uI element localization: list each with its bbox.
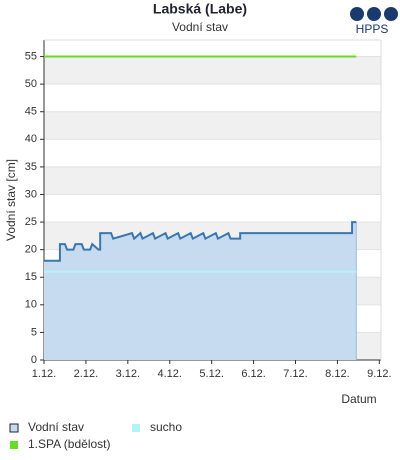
y-tick-label: 20 [25,244,37,256]
logo-text: HPPS [356,22,389,36]
x-tick-label: 6.12. [241,368,265,380]
y-tick-label: 30 [25,188,37,200]
y-tick-label: 40 [25,133,37,145]
y-tick-label: 5 [31,326,37,338]
x-axis-label: Datum [341,392,376,406]
y-tick-label: 55 [25,50,37,62]
grid-band [44,111,381,140]
y-tick-label: 10 [25,299,37,311]
y-tick-label: 35 [25,161,37,173]
area [44,222,357,360]
legend-label: 1.SPA (bdělost) [28,437,111,451]
y-axis-label: Vodní stav [cm] [4,159,18,241]
grid-band [44,56,381,85]
line [44,221,357,262]
logo-dot [350,7,364,21]
x-tick-label: 4.12. [158,368,182,380]
x-tick-label: 3.12. [116,368,140,380]
x-tick-label: 7.12. [283,368,307,380]
logo: HPPS [350,7,398,36]
y-tick-label: 0 [31,354,37,366]
plot [44,55,357,360]
legend-swatch [10,441,18,449]
logo-dot [367,7,381,21]
y-tick-label: 45 [25,106,37,118]
x-tick-label: 1.12. [32,368,56,380]
y-tick-label: 25 [25,216,37,228]
chart-subtitle: Vodní stav [172,20,228,34]
x-tick-label: 2.12. [74,368,98,380]
legend-swatch [9,423,19,433]
legend-label: Vodní stav [28,420,84,434]
x-tick-label: 8.12. [325,368,349,380]
legend-label: sucho [150,420,182,434]
grid-band [44,166,381,195]
chart-title: Labská (Labe) [153,1,247,17]
legend-swatch [132,424,140,432]
x-tick-label: 5.12. [199,368,223,380]
y-tick-label: 50 [25,78,37,90]
x-tick-label: 9.12. [367,368,391,380]
y-tick-label: 15 [25,271,37,283]
logo-dot [384,7,398,21]
